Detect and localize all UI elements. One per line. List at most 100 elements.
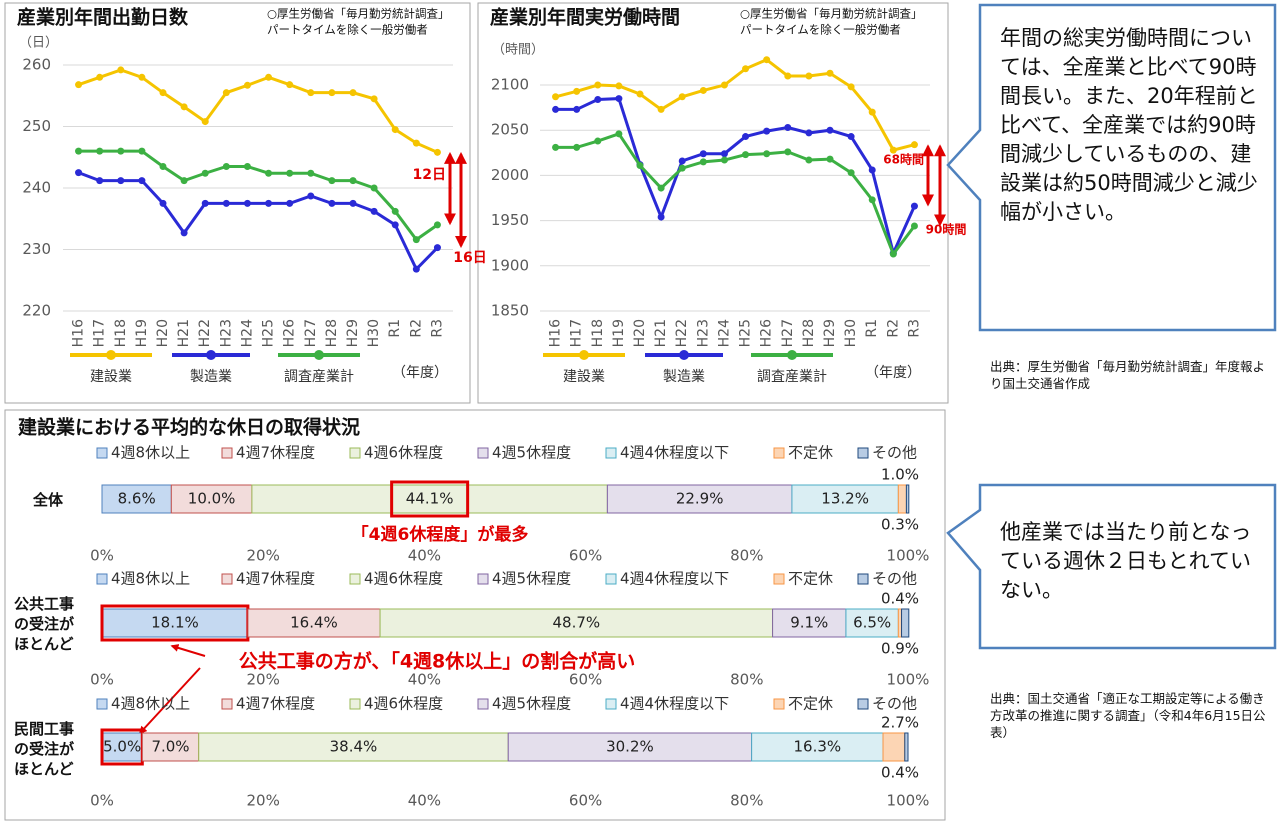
x-tick-label: H23 — [695, 319, 711, 347]
x-tick-label: H30 — [843, 319, 859, 347]
legend-label: 4週8休以上 — [111, 695, 190, 713]
data-point — [349, 177, 357, 185]
value-label: 13.2% — [821, 490, 869, 508]
legend-label: 製造業 — [190, 369, 232, 385]
x-tick-label: 20% — [247, 792, 280, 810]
legend-swatch — [349, 573, 361, 585]
data-point — [889, 146, 897, 154]
panel — [477, 2, 949, 404]
value-label: 0.9% — [881, 640, 919, 658]
data-point — [265, 199, 273, 207]
x-tick-label: 60% — [569, 792, 602, 810]
legend-swatch — [857, 573, 869, 585]
data-point — [910, 141, 918, 149]
x-tick-label: H25 — [738, 319, 754, 347]
source-note: パートタイムを除く一般労働者 — [740, 23, 901, 37]
data-point — [349, 199, 357, 207]
x-tick-label: 100% — [887, 671, 930, 689]
value-label: 38.4% — [330, 738, 378, 756]
x-tick-label: 100% — [887, 547, 930, 565]
series-line — [555, 97, 916, 258]
data-point — [763, 127, 771, 135]
data-point — [222, 89, 230, 97]
data-point — [433, 244, 441, 252]
legend-swatch — [773, 573, 785, 585]
category-label: 公共工事の受注がほとんど — [14, 595, 75, 653]
legend-swatch — [477, 573, 489, 585]
data-point — [573, 105, 581, 113]
data-point — [159, 89, 167, 97]
legend-swatch — [106, 350, 116, 360]
data-point — [720, 156, 728, 164]
callout-box — [946, 3, 1277, 332]
x-tick-label: 0% — [90, 547, 114, 565]
value-label: 6.5% — [853, 614, 891, 632]
data-point — [138, 147, 146, 155]
x-tick-label: H30 — [366, 319, 382, 347]
data-point — [594, 81, 602, 89]
data-point — [657, 184, 665, 192]
x-tick-label: H22 — [674, 319, 690, 347]
bar-segment — [901, 608, 910, 638]
value-label: 18.1% — [151, 614, 199, 632]
x-tick-label: H23 — [218, 319, 234, 347]
legend-label: 4週8休以上 — [111, 444, 190, 462]
data-point — [328, 177, 336, 185]
category: 民間工事の受注がほとんど — [14, 720, 74, 778]
x-tick-label: 60% — [569, 547, 602, 565]
bar-segment — [101, 484, 172, 514]
x-tick-label: H21 — [176, 319, 192, 347]
legend-swatch — [221, 447, 233, 459]
data-point — [910, 202, 918, 210]
y-axis-label: （時間） — [492, 43, 544, 58]
y-axis-label: （日） — [19, 36, 58, 51]
data-point — [615, 95, 623, 103]
bar-segment — [772, 608, 847, 638]
legend-label: 4週5休程度 — [492, 444, 571, 462]
data-point — [784, 148, 792, 156]
x-tick-label: 80% — [730, 792, 763, 810]
x-tick-label: H28 — [324, 319, 340, 347]
data-point — [265, 73, 273, 81]
x-tick-label: H24 — [239, 319, 255, 347]
y-tick-label: 2050 — [491, 121, 529, 139]
y-tick-label: 1900 — [491, 256, 529, 274]
data-point — [910, 222, 918, 230]
data-point — [763, 56, 771, 64]
value-label: 9.1% — [790, 614, 828, 632]
data-point — [117, 177, 125, 185]
x-tick-label: H18 — [590, 319, 606, 347]
data-point — [847, 83, 855, 91]
annotation: 12日 — [413, 167, 446, 183]
legend-label: 4週7休程度 — [236, 695, 315, 713]
x-tick-label: H19 — [611, 319, 627, 347]
legend-swatch — [579, 350, 589, 360]
data-point — [243, 199, 251, 207]
source-text: 出典：厚生労働省「毎月勤労統計調査」年度報より国土交通省作成 — [990, 359, 1266, 391]
y-tick-label: 220 — [22, 302, 51, 320]
legend-label: 4週4休程度以下 — [620, 570, 729, 588]
x-tick-label: R2 — [408, 319, 424, 338]
annotation: 16日 — [453, 250, 486, 266]
legend-swatch — [605, 447, 617, 459]
legend-swatch — [221, 698, 233, 710]
legend-label: 製造業 — [663, 369, 705, 385]
data-point — [370, 207, 378, 215]
data-point — [805, 72, 813, 80]
data-point — [552, 93, 560, 101]
source: 出典：厚生労働省「毎月勤労統計調査」年度報より国土交通省作成 — [990, 359, 1266, 391]
x-tick-label: R1 — [387, 319, 403, 338]
data-point — [117, 147, 125, 155]
series-line — [78, 171, 439, 272]
value-label: 22.9% — [676, 490, 724, 508]
y-tick-label: 2100 — [491, 76, 529, 94]
note: 「4週6休程度」が最多 — [352, 524, 529, 545]
legend-label: その他 — [872, 570, 917, 588]
data-point — [138, 73, 146, 81]
data-point — [391, 207, 399, 215]
data-point — [699, 150, 707, 158]
data-point — [699, 158, 707, 166]
data-point — [594, 95, 602, 103]
callout: 年間の総実労働時間については、全産業と比べて90時間長い。また、20年程前と比べ… — [1000, 26, 1258, 224]
